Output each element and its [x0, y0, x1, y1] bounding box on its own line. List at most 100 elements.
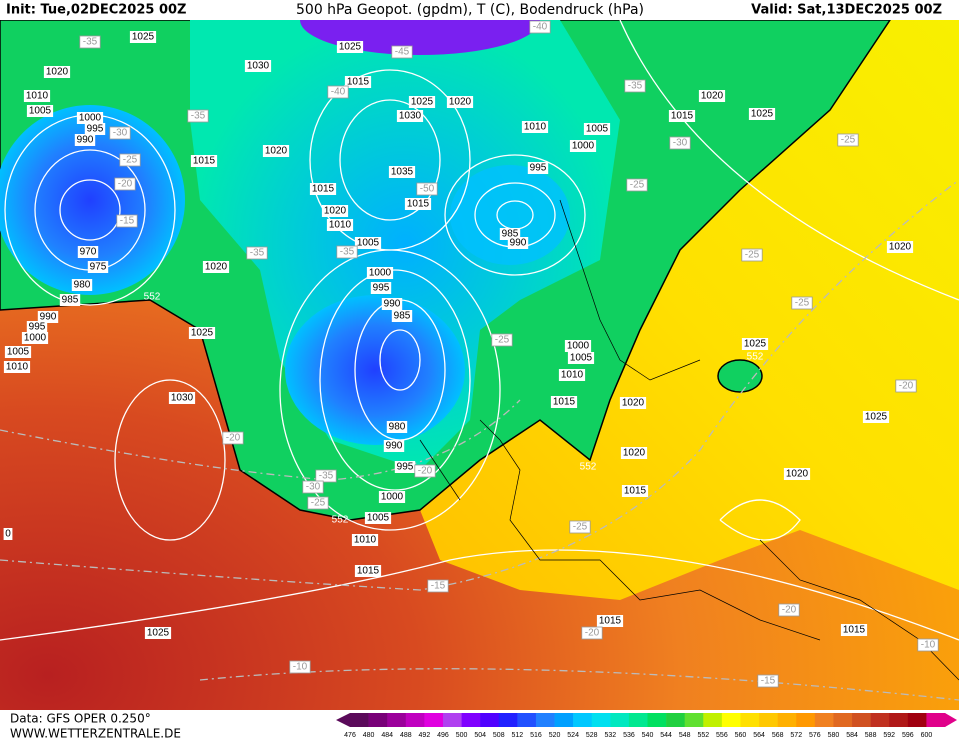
- label-box: [366, 267, 394, 279]
- label-box: [21, 332, 49, 344]
- pressure-label: 1015: [671, 111, 694, 122]
- pressure-label: 1020: [889, 242, 912, 253]
- colorbar-swatch: [535, 713, 555, 727]
- pressure-label: 1005: [367, 513, 390, 524]
- pressure-label: 1015: [843, 625, 866, 636]
- temperature-label: -20: [782, 605, 797, 616]
- label-box: [862, 411, 890, 423]
- colorbar-label: 596: [902, 732, 914, 739]
- colorbar-label: 588: [865, 732, 877, 739]
- label-box: [558, 369, 586, 381]
- label-box: [144, 627, 172, 639]
- colorbar-label: 496: [437, 732, 449, 739]
- pressure-label: 1035: [391, 167, 414, 178]
- data-source: Data: GFS OPER 0.250°: [10, 712, 151, 726]
- colorbar-label: 512: [512, 732, 524, 739]
- pressure-label: 985: [502, 229, 519, 240]
- pressure-label: 1020: [623, 448, 646, 459]
- pressure-label: 995: [87, 124, 104, 135]
- pressure-label: 1025: [865, 412, 888, 423]
- pressure-label: 1020: [205, 262, 228, 273]
- label-box: [668, 110, 696, 122]
- label-box: [378, 491, 406, 503]
- label-box: [391, 45, 413, 59]
- temperature-label: -25: [311, 498, 326, 509]
- label-box: [109, 126, 131, 140]
- pressure-label: 1025: [751, 109, 774, 120]
- label-box: [116, 214, 138, 228]
- colorbar-swatch: [498, 713, 518, 727]
- temperature-label: -40: [331, 87, 346, 98]
- pressure-label: 1010: [329, 220, 352, 231]
- pressure-label: 995: [530, 163, 547, 174]
- label-box: [87, 261, 109, 273]
- label-box: [396, 110, 424, 122]
- pressure-label: 1020: [265, 146, 288, 157]
- coastlines: [419, 199, 959, 681]
- label-box: [37, 311, 59, 323]
- label-box: [344, 76, 372, 88]
- label-box: [569, 520, 591, 534]
- label-box: [840, 624, 868, 636]
- pressure-label: 1000: [572, 141, 595, 152]
- pressure-label: 1020: [46, 67, 69, 78]
- label-box: [354, 237, 382, 249]
- colorbar-swatch: [703, 713, 723, 727]
- label-box: [114, 177, 136, 191]
- colorbar-label: 532: [604, 732, 616, 739]
- label-box: [791, 296, 813, 310]
- label-box: [507, 237, 529, 249]
- temperature-label: -20: [418, 466, 433, 477]
- header-bar: [0, 0, 959, 20]
- pressure-label: 1030: [171, 393, 194, 404]
- label-box: [416, 182, 438, 196]
- pressure-label: 1025: [744, 339, 767, 350]
- label-box: [188, 327, 216, 339]
- colorbar-label: 552: [697, 732, 709, 739]
- pressure-label: 1005: [357, 238, 380, 249]
- colorbar-swatch: [647, 713, 667, 727]
- pressure-label: 985: [62, 295, 79, 306]
- colorbar-label: 500: [456, 732, 468, 739]
- pressure-label: 1015: [312, 184, 335, 195]
- colorbar-swatch: [591, 713, 611, 727]
- label-box: [302, 480, 324, 494]
- colorbar-label: 528: [586, 732, 598, 739]
- label-box: [3, 361, 31, 373]
- colorbar-swatch: [796, 713, 816, 727]
- pressure-label: 552: [580, 462, 597, 473]
- label-box: [414, 464, 436, 478]
- pressure-label: 1020: [701, 91, 724, 102]
- label-box: [527, 162, 549, 174]
- label-box: [529, 20, 551, 34]
- pressure-label: 980: [74, 280, 91, 291]
- colorbar-swatch: [405, 713, 425, 727]
- pressure-label: 1010: [26, 91, 49, 102]
- pressure-label: 1000: [79, 113, 102, 124]
- colorbar-swatch: [721, 713, 741, 727]
- label-box: [394, 461, 416, 473]
- temperature-label: -30: [113, 128, 128, 139]
- label-box: [315, 469, 337, 483]
- label-box: [581, 626, 603, 640]
- colorbar-label: 572: [790, 732, 802, 739]
- label-box: [364, 512, 392, 524]
- label-box: [351, 534, 379, 546]
- colorbar-swatch: [573, 713, 593, 727]
- colorbar-label: 508: [493, 732, 505, 739]
- pressure-label: 1030: [247, 61, 270, 72]
- pressure-label: 1000: [381, 492, 404, 503]
- label-box: [129, 31, 157, 43]
- colorbar-swatch: [870, 713, 890, 727]
- label-box: [837, 133, 859, 147]
- temperature-label: -35: [83, 37, 98, 48]
- pressure-label: 552: [144, 292, 161, 303]
- label-box: [336, 41, 364, 53]
- colorbar-label: 560: [735, 732, 747, 739]
- colorbar-label: 576: [809, 732, 821, 739]
- colorbar-end: [945, 713, 957, 727]
- pressure-label: 975: [90, 262, 107, 273]
- low-central: [285, 295, 465, 445]
- pressure-label: 1005: [29, 106, 52, 117]
- pressure-label: 985: [394, 311, 411, 322]
